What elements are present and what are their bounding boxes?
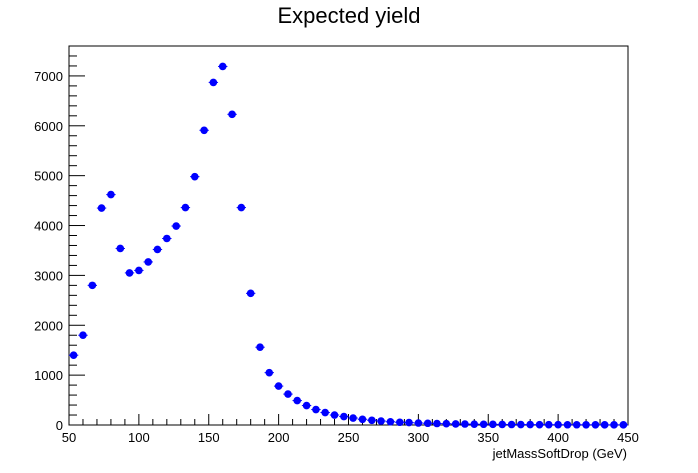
data-point <box>265 368 274 377</box>
data-point <box>79 331 87 340</box>
data-point <box>69 351 78 359</box>
data-point <box>572 420 581 429</box>
data-point <box>190 172 199 181</box>
x-axis-label: jetMassSoftDrop (GeV) <box>492 446 627 461</box>
data-point <box>163 234 171 243</box>
data-point <box>200 126 208 135</box>
data-point <box>97 204 106 212</box>
data-point <box>293 396 302 405</box>
data-point <box>535 420 544 429</box>
data-point <box>349 414 357 422</box>
data-point <box>274 382 283 390</box>
x-tick-label: 350 <box>477 430 499 445</box>
data-point <box>423 419 432 428</box>
data-point <box>153 245 162 254</box>
data-point <box>256 343 264 352</box>
data-point <box>246 289 255 298</box>
data-point <box>395 418 404 427</box>
data-point <box>526 420 534 429</box>
data-point <box>377 417 385 425</box>
data-point <box>284 390 292 398</box>
data-point <box>358 415 367 424</box>
data-point <box>88 281 97 290</box>
data-point <box>461 420 469 428</box>
data-point <box>302 401 311 410</box>
x-tick-label: 450 <box>617 430 639 445</box>
data-point <box>181 203 190 212</box>
data-point <box>479 420 488 429</box>
data-point <box>135 266 143 275</box>
data-point <box>330 411 339 419</box>
data-point <box>498 420 507 429</box>
data-point <box>312 405 320 414</box>
data-point <box>228 110 236 119</box>
data-point <box>414 419 423 427</box>
data-point <box>470 420 479 428</box>
data-points <box>68 62 629 429</box>
x-tick-label: 200 <box>268 430 290 445</box>
data-point <box>442 419 451 428</box>
data-point <box>600 421 609 429</box>
x-tick-label: 400 <box>547 430 569 445</box>
data-point <box>554 420 562 429</box>
y-tick-label: 1000 <box>34 368 63 383</box>
data-point <box>386 417 395 426</box>
data-point <box>107 190 115 199</box>
data-point <box>489 420 497 429</box>
data-point <box>563 420 572 429</box>
data-point <box>591 421 600 429</box>
data-point <box>517 420 525 429</box>
data-point <box>116 244 125 253</box>
data-point <box>451 420 460 428</box>
data-point <box>340 412 348 421</box>
y-tick-label: 5000 <box>34 169 63 184</box>
y-axis: 0 1000 2000 3000 4000 5000 6000 7000 <box>34 45 85 433</box>
data-point <box>544 420 553 429</box>
data-point <box>218 62 227 71</box>
x-tick-label: 100 <box>128 430 150 445</box>
y-tick-label: 7000 <box>34 69 63 84</box>
x-tick-label: 300 <box>408 430 430 445</box>
data-point <box>237 203 246 212</box>
y-tick-label: 3000 <box>34 268 63 283</box>
data-point <box>368 416 376 425</box>
data-point <box>209 78 218 87</box>
x-tick-label: 250 <box>338 430 360 445</box>
data-point <box>507 420 516 429</box>
data-point <box>405 418 413 427</box>
data-point <box>582 421 590 429</box>
data-point <box>144 258 153 266</box>
y-tick-label: 6000 <box>34 119 63 134</box>
data-point <box>619 421 628 429</box>
plot-frame <box>68 45 629 426</box>
y-tick-label: 0 <box>56 418 63 433</box>
x-tick-label: 150 <box>198 430 220 445</box>
y-tick-label: 4000 <box>34 219 63 234</box>
data-point <box>125 269 134 277</box>
y-tick-label: 2000 <box>34 318 63 333</box>
chart-title: Expected yield <box>277 3 420 28</box>
data-point <box>433 419 441 428</box>
data-point <box>610 421 618 429</box>
data-point <box>172 222 180 230</box>
x-tick-label: 50 <box>62 430 76 445</box>
data-point <box>321 408 329 417</box>
